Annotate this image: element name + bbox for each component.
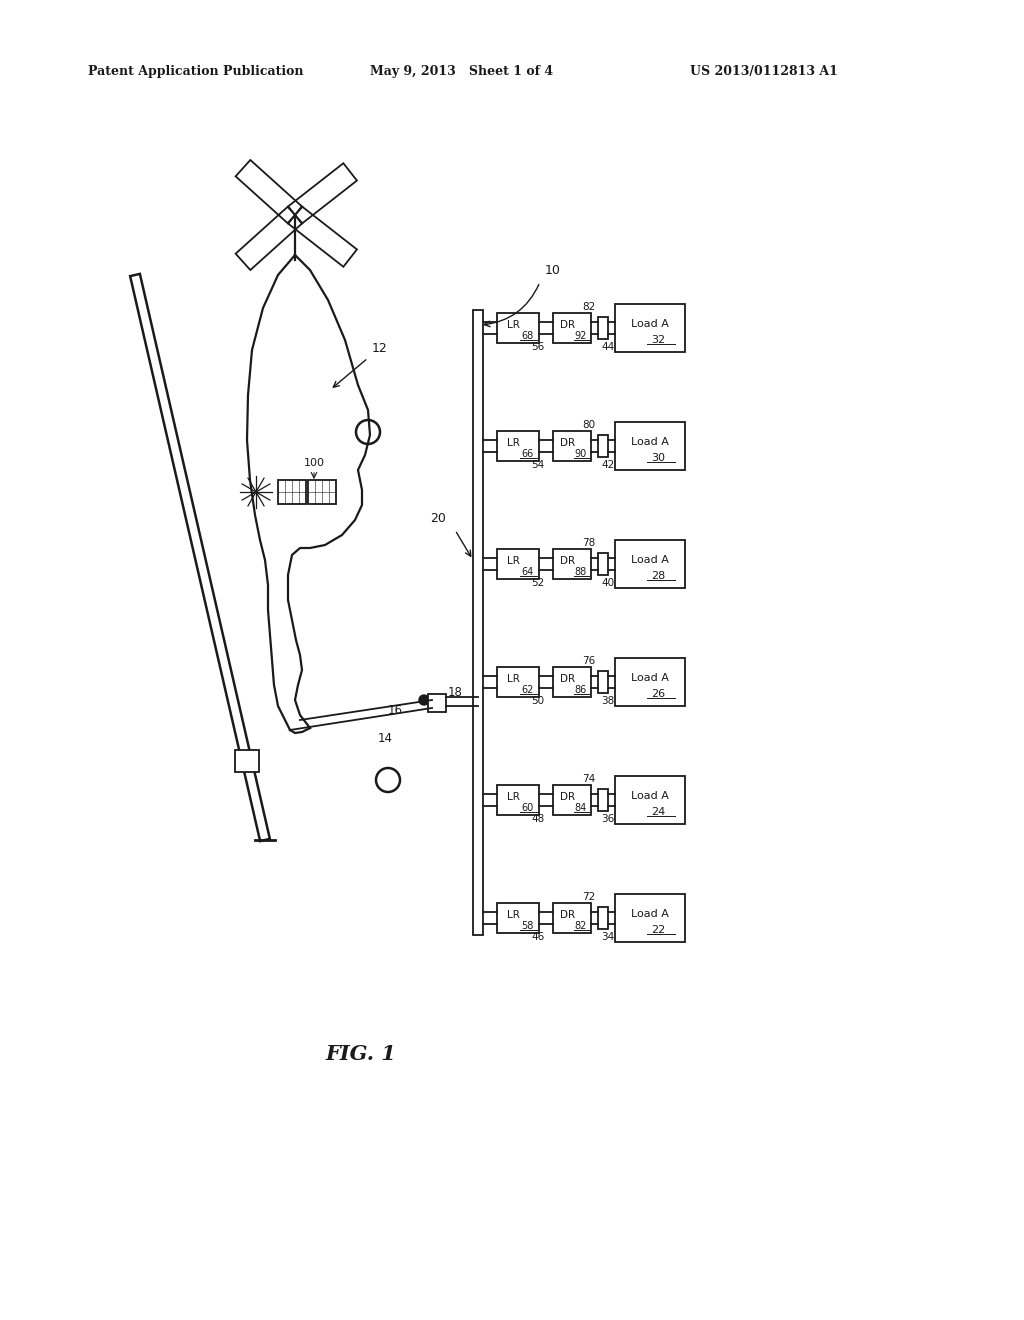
Text: 76: 76 xyxy=(583,656,596,667)
FancyBboxPatch shape xyxy=(615,894,685,942)
FancyBboxPatch shape xyxy=(615,304,685,352)
Text: 12: 12 xyxy=(372,342,388,355)
Text: 88: 88 xyxy=(574,568,587,577)
FancyBboxPatch shape xyxy=(553,903,591,933)
Text: 36: 36 xyxy=(601,814,614,824)
Text: 46: 46 xyxy=(531,932,545,942)
Text: 86: 86 xyxy=(574,685,587,696)
FancyBboxPatch shape xyxy=(615,776,685,824)
Text: FIG. 1: FIG. 1 xyxy=(325,1044,395,1064)
Text: 42: 42 xyxy=(601,459,614,470)
Text: DR: DR xyxy=(560,792,575,803)
FancyBboxPatch shape xyxy=(497,313,539,343)
Text: LR: LR xyxy=(507,438,519,447)
Text: 38: 38 xyxy=(601,696,614,706)
Text: Load A: Load A xyxy=(631,554,669,565)
Text: 50: 50 xyxy=(531,696,545,706)
FancyBboxPatch shape xyxy=(598,907,608,929)
FancyBboxPatch shape xyxy=(497,549,539,579)
Text: 10: 10 xyxy=(545,264,561,277)
Text: 72: 72 xyxy=(583,892,596,902)
Text: 56: 56 xyxy=(531,342,545,352)
FancyBboxPatch shape xyxy=(553,667,591,697)
Text: 82: 82 xyxy=(574,921,587,931)
FancyBboxPatch shape xyxy=(234,750,259,772)
Text: DR: DR xyxy=(560,675,575,684)
Text: 16: 16 xyxy=(387,704,402,717)
Text: 34: 34 xyxy=(601,932,614,942)
Text: LR: LR xyxy=(507,319,519,330)
Text: 22: 22 xyxy=(651,925,666,935)
FancyBboxPatch shape xyxy=(473,310,483,935)
FancyBboxPatch shape xyxy=(553,785,591,814)
Text: DR: DR xyxy=(560,909,575,920)
Text: LR: LR xyxy=(507,792,519,803)
Text: 48: 48 xyxy=(531,814,545,824)
Text: 68: 68 xyxy=(521,331,534,341)
FancyBboxPatch shape xyxy=(308,480,336,504)
Text: 26: 26 xyxy=(651,689,666,700)
Text: 52: 52 xyxy=(531,578,545,587)
Text: US 2013/0112813 A1: US 2013/0112813 A1 xyxy=(690,65,838,78)
Text: 74: 74 xyxy=(583,774,596,784)
FancyBboxPatch shape xyxy=(598,317,608,339)
Text: 66: 66 xyxy=(521,449,534,459)
Text: 32: 32 xyxy=(651,335,666,345)
Text: Patent Application Publication: Patent Application Publication xyxy=(88,65,303,78)
Text: 100: 100 xyxy=(303,458,325,469)
Text: 44: 44 xyxy=(601,342,614,352)
Text: 18: 18 xyxy=(447,686,463,700)
FancyBboxPatch shape xyxy=(615,657,685,706)
FancyBboxPatch shape xyxy=(553,313,591,343)
Text: 62: 62 xyxy=(521,685,534,696)
FancyBboxPatch shape xyxy=(615,540,685,587)
Text: 78: 78 xyxy=(583,539,596,548)
Text: Load A: Load A xyxy=(631,437,669,447)
Text: Load A: Load A xyxy=(631,791,669,801)
Text: Load A: Load A xyxy=(631,319,669,329)
FancyBboxPatch shape xyxy=(598,671,608,693)
Text: Load A: Load A xyxy=(631,673,669,682)
Text: 30: 30 xyxy=(651,453,666,463)
FancyBboxPatch shape xyxy=(497,432,539,461)
FancyBboxPatch shape xyxy=(598,553,608,576)
Text: 24: 24 xyxy=(651,807,666,817)
FancyBboxPatch shape xyxy=(598,436,608,457)
Text: 54: 54 xyxy=(531,459,545,470)
FancyBboxPatch shape xyxy=(615,422,685,470)
Text: 90: 90 xyxy=(574,449,587,459)
FancyBboxPatch shape xyxy=(497,903,539,933)
Text: 64: 64 xyxy=(521,568,534,577)
Text: 28: 28 xyxy=(651,572,666,581)
Text: 40: 40 xyxy=(601,578,614,587)
Text: 20: 20 xyxy=(430,512,445,525)
Text: DR: DR xyxy=(560,319,575,330)
FancyBboxPatch shape xyxy=(497,667,539,697)
Text: DR: DR xyxy=(560,438,575,447)
FancyBboxPatch shape xyxy=(553,432,591,461)
Text: DR: DR xyxy=(560,556,575,566)
Text: 58: 58 xyxy=(521,921,534,931)
FancyBboxPatch shape xyxy=(553,549,591,579)
Text: Load A: Load A xyxy=(631,909,669,919)
FancyBboxPatch shape xyxy=(497,785,539,814)
Text: LR: LR xyxy=(507,909,519,920)
Text: May 9, 2013   Sheet 1 of 4: May 9, 2013 Sheet 1 of 4 xyxy=(370,65,553,78)
Text: 82: 82 xyxy=(583,302,596,312)
Circle shape xyxy=(419,696,429,705)
Text: 84: 84 xyxy=(574,803,587,813)
Text: 60: 60 xyxy=(521,803,534,813)
Text: 92: 92 xyxy=(574,331,587,341)
Text: 80: 80 xyxy=(583,420,596,430)
FancyBboxPatch shape xyxy=(278,480,306,504)
Text: LR: LR xyxy=(507,675,519,684)
FancyBboxPatch shape xyxy=(428,694,446,711)
Text: LR: LR xyxy=(507,556,519,566)
FancyBboxPatch shape xyxy=(598,789,608,810)
Text: 14: 14 xyxy=(378,733,392,744)
